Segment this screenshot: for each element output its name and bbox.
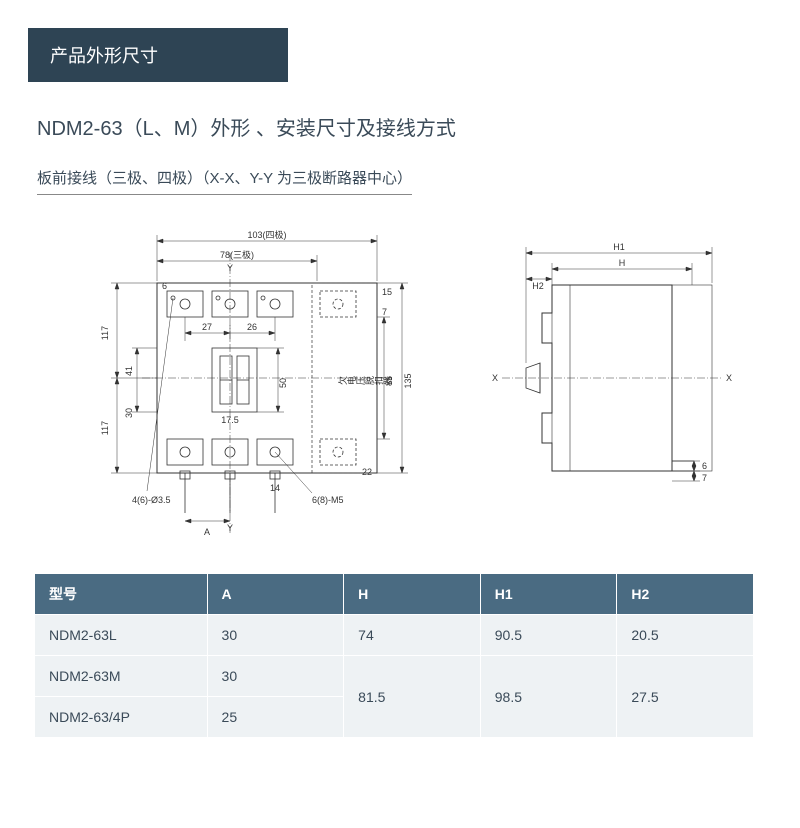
svg-text:78(三极): 78(三极) (220, 249, 254, 260)
svg-text:Y: Y (227, 523, 233, 533)
svg-text:6(8)-M5: 6(8)-M5 (312, 495, 344, 505)
svg-text:H: H (619, 258, 626, 268)
svg-text:4(6)-Ø3.5: 4(6)-Ø3.5 (132, 495, 171, 505)
svg-text:117: 117 (100, 421, 110, 435)
col-h2: H2 (617, 574, 754, 615)
svg-text:欠电压脱扣器: 欠电压脱扣器 (337, 376, 392, 386)
svg-text:22: 22 (362, 467, 372, 477)
technical-diagram: Y Y 103(四极) 78(三极) 117 117 41 30 (62, 213, 752, 563)
svg-text:A: A (204, 527, 210, 537)
svg-text:7: 7 (702, 473, 707, 483)
svg-text:50: 50 (278, 378, 288, 388)
svg-text:26: 26 (247, 322, 257, 332)
svg-text:H2: H2 (532, 281, 544, 291)
svg-text:135: 135 (403, 373, 413, 388)
svg-text:Y: Y (227, 263, 233, 273)
svg-text:30: 30 (124, 408, 134, 418)
page-subtitle: 板前接线（三极、四极）（X-X、Y-Y 为三极断路器中心） (37, 167, 412, 195)
page-title: NDM2-63（L、M）外形 、安装尺寸及接线方式 (37, 112, 800, 141)
side-view: X X H1 H H2 6 7 (492, 242, 732, 483)
front-view: Y Y 103(四极) 78(三极) 117 117 41 30 (100, 229, 413, 537)
col-a: A (207, 574, 344, 615)
col-model: 型号 (35, 574, 208, 615)
svg-text:15: 15 (382, 287, 392, 297)
section-header: 产品外形尺寸 (28, 28, 288, 82)
table-row: NDM2-63M 30 81.5 98.5 27.5 (35, 656, 754, 697)
svg-text:27: 27 (202, 322, 212, 332)
svg-text:6: 6 (702, 461, 707, 471)
svg-text:7: 7 (382, 307, 387, 317)
svg-text:H1: H1 (613, 242, 625, 252)
svg-text:17.5: 17.5 (221, 415, 239, 425)
col-h: H (344, 574, 481, 615)
svg-text:117: 117 (100, 326, 110, 340)
svg-text:X: X (492, 373, 498, 383)
svg-text:X: X (726, 373, 732, 383)
svg-text:41: 41 (124, 366, 134, 376)
svg-text:103(四极): 103(四极) (247, 229, 286, 240)
dimensions-table: 型号 A H H1 H2 NDM2-63L 30 74 90.5 20.5 ND… (34, 573, 754, 738)
svg-text:14: 14 (270, 483, 280, 493)
col-h1: H1 (480, 574, 617, 615)
svg-text:6: 6 (162, 281, 167, 291)
table-row: NDM2-63L 30 74 90.5 20.5 (35, 615, 754, 656)
